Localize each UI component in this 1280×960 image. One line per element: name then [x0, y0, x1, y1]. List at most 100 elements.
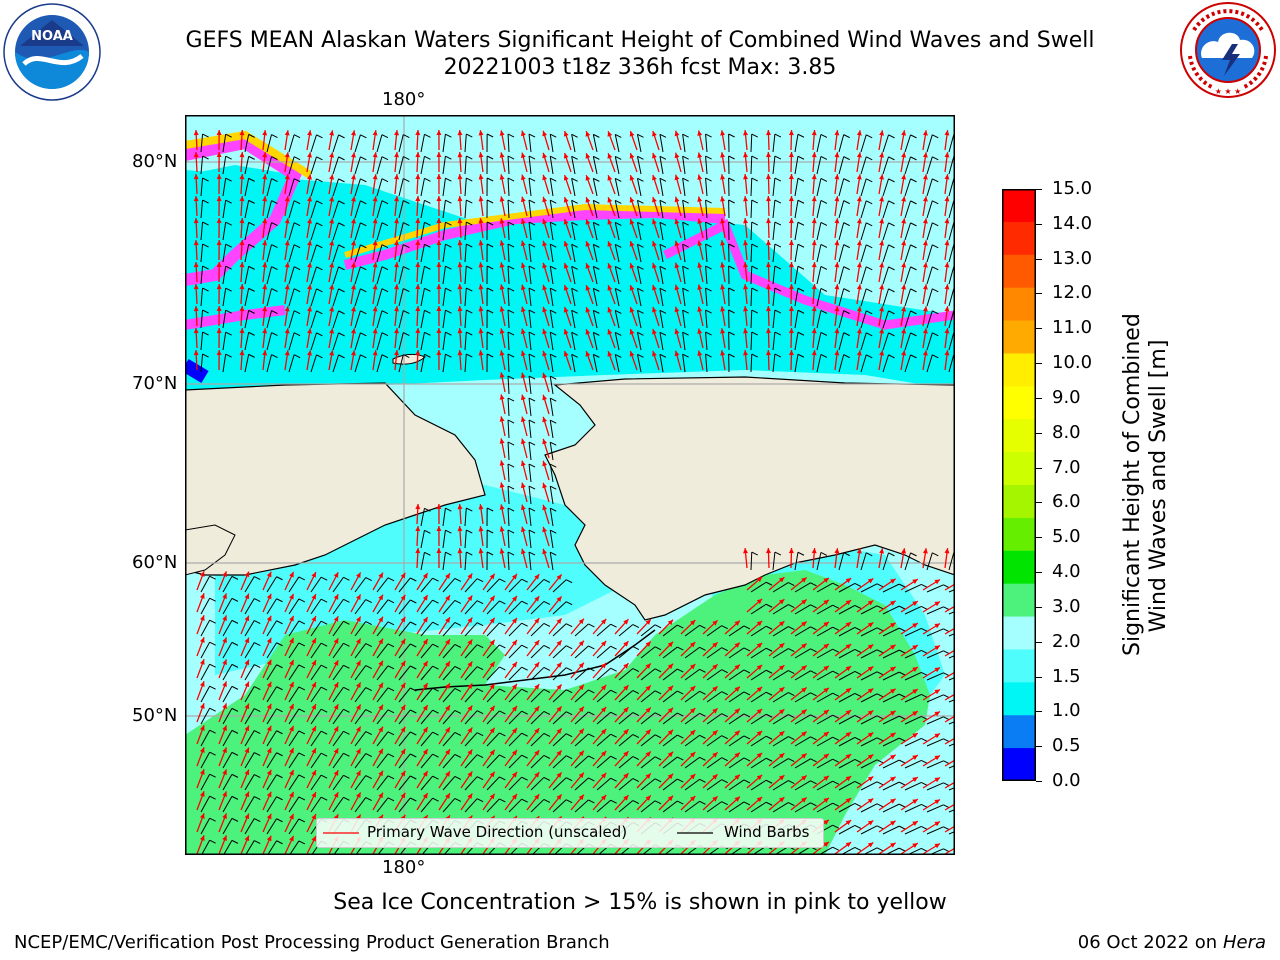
- wave-arrow-head: [697, 152, 703, 158]
- wind-barb: [266, 156, 272, 175]
- wind-barb: [926, 332, 933, 351]
- wind-barb-flag: [338, 178, 345, 183]
- wind-barb: [860, 583, 878, 593]
- wind-barb: [838, 552, 845, 571]
- wind-barb-flag: [699, 800, 706, 805]
- wind-barb: [200, 575, 211, 593]
- wind-barb-flag: [225, 177, 232, 182]
- wave-arrow-head: [788, 350, 794, 356]
- wave-arrow-head: [556, 640, 562, 646]
- wind-barb-flag: [507, 551, 515, 556]
- wave-legend-line: [323, 832, 359, 834]
- wind-barb: [659, 134, 664, 153]
- wave-arrow-head: [674, 284, 680, 291]
- wind-barb-flag: [424, 309, 431, 314]
- wind-barb-flag: [486, 155, 494, 160]
- wind-barb-flag: [231, 641, 239, 646]
- sea-ice-yellow-north: [344, 203, 726, 258]
- wave-arrow-head: [934, 579, 941, 585]
- wave-arrow-head: [856, 152, 862, 158]
- wave-arrow-head: [901, 284, 907, 290]
- wind-barb: [882, 288, 889, 307]
- wind-barb: [464, 266, 467, 285]
- wind-barb: [398, 775, 411, 791]
- wave-arrow-head: [329, 350, 335, 356]
- wave-arrow-head: [355, 660, 361, 667]
- wave-arrow-head: [199, 769, 205, 775]
- wave-arrow-head: [778, 797, 785, 803]
- wind-barb: [222, 752, 233, 769]
- wind-barb: [882, 266, 889, 285]
- wave-arrow-head: [457, 350, 463, 356]
- wind-barb: [420, 577, 433, 593]
- colorbar-tick-label: 13.0: [1052, 247, 1093, 269]
- wave-arrow-head: [823, 731, 829, 737]
- wind-barb: [376, 797, 389, 813]
- wind-barb-flag: [932, 266, 939, 271]
- wind-barb: [772, 332, 776, 351]
- wind-barb: [816, 288, 822, 307]
- wind-barb-flag: [365, 643, 372, 648]
- wave-arrow-head: [845, 754, 852, 760]
- wind-barb: [750, 287, 753, 307]
- wind-barb: [574, 733, 589, 747]
- wave-arrow-head: [578, 706, 584, 713]
- wind-barb: [838, 156, 845, 175]
- wind-barb-flag: [454, 644, 462, 648]
- wind-barb-flag: [774, 221, 782, 226]
- graticule: [185, 115, 955, 855]
- wind-barb: [682, 354, 686, 373]
- wind-barb-flag: [486, 529, 494, 534]
- wave-arrow-head: [445, 727, 450, 733]
- wind-barb: [332, 266, 340, 285]
- wind-barb: [750, 243, 753, 263]
- wave-arrow-head: [457, 262, 463, 268]
- wind-barb-flag: [403, 310, 410, 314]
- wind-barb-flag: [338, 222, 345, 227]
- colorbar-tick-mark: [1036, 502, 1042, 504]
- wind-barb-flag: [424, 331, 431, 336]
- wind-barb-flag: [832, 846, 839, 851]
- wind-barb-flag: [410, 577, 417, 582]
- wave-arrow-head: [216, 306, 222, 312]
- wind-barb-flag: [751, 265, 758, 270]
- wave-arrow-head: [266, 747, 272, 754]
- wind-barb: [684, 712, 700, 725]
- wind-barb-flag: [445, 155, 452, 160]
- wave-arrow-head: [394, 218, 400, 224]
- wind-barb: [244, 818, 255, 835]
- wind-barb: [838, 200, 845, 219]
- wind-barb: [486, 732, 500, 747]
- wind-barb-flag: [410, 797, 417, 802]
- wave-arrow-head: [912, 755, 918, 760]
- wind-barb: [442, 644, 456, 659]
- wind-barb-flag: [521, 688, 528, 693]
- wave-arrow-head: [778, 709, 785, 715]
- wind-barb: [948, 266, 955, 285]
- wave-arrow-head: [765, 196, 771, 202]
- wind-barb-flag: [293, 310, 301, 315]
- wind-barb-flag: [743, 669, 751, 674]
- wave-arrow-head: [743, 196, 749, 202]
- wind-barb-flag: [276, 730, 283, 735]
- wind-barb-flag: [810, 714, 817, 719]
- wind-barb-flag: [632, 778, 640, 782]
- wave-arrow-head: [922, 262, 928, 268]
- wind-barb-flag: [445, 353, 452, 358]
- wave-arrow-head: [600, 640, 607, 647]
- wave-arrow-head: [743, 306, 749, 312]
- wave-arrow-head: [216, 350, 222, 356]
- wind-barb-flag: [797, 551, 805, 556]
- wind-barb-flag: [403, 332, 410, 336]
- wind-barb-flag: [866, 288, 873, 293]
- wind-barb: [614, 178, 620, 197]
- wind-barb: [508, 644, 522, 659]
- wind-barb: [705, 310, 708, 329]
- wind-barb-flag: [810, 670, 817, 675]
- wave-arrow-head: [222, 593, 227, 599]
- wind-barb: [442, 798, 456, 813]
- wave-arrow-head: [262, 130, 268, 136]
- wind-barb-flag: [507, 177, 515, 182]
- wave-arrow-head: [222, 637, 227, 643]
- wind-barb: [860, 200, 867, 219]
